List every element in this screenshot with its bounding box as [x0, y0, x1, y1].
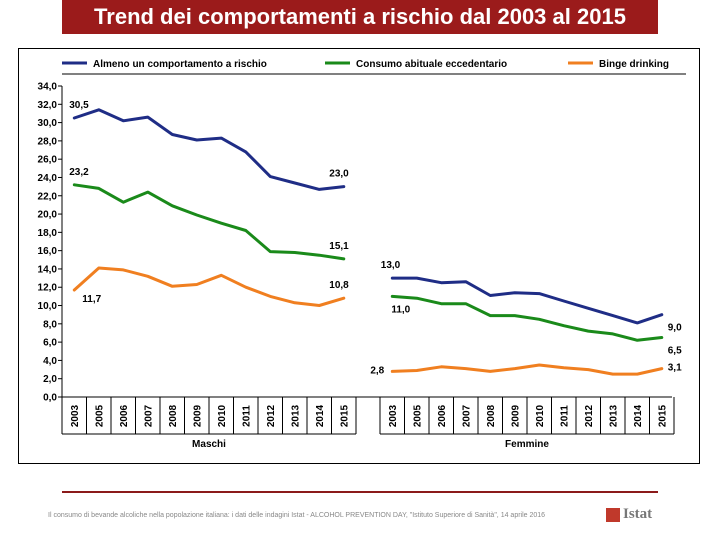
y-tick-label: 2,0	[43, 374, 57, 385]
x-tick-label: 2005	[94, 404, 105, 427]
footer-source: Il consumo di bevande alcoliche nella po…	[48, 512, 546, 519]
x-tick-label: 2015	[657, 404, 668, 427]
legend-label: Binge drinking	[599, 59, 669, 70]
y-tick-label: 28,0	[38, 136, 58, 147]
x-tick-label: 2014	[315, 404, 326, 427]
y-tick-label: 30,0	[38, 118, 58, 129]
x-tick-label: 2003	[70, 404, 81, 427]
data-label: 23,2	[69, 167, 89, 178]
logo-text: Istat	[623, 506, 653, 522]
x-group-label: Maschi	[192, 439, 226, 450]
line-chart: Almeno un comportamento a rischio Consumo…	[38, 59, 686, 450]
series-line	[72, 108, 346, 191]
data-label: 11,0	[391, 304, 410, 315]
y-tick-label: 4,0	[43, 356, 57, 367]
data-label: 15,1	[329, 241, 349, 252]
y-tick-label: 18,0	[38, 228, 58, 239]
y-tick-label: 10,0	[38, 301, 58, 312]
x-tick-label: 2014	[633, 404, 644, 427]
data-label: 2,8	[370, 365, 384, 376]
istat-logo: Istat	[606, 506, 656, 526]
data-label: 3,1	[668, 363, 682, 374]
x-tick-label: 2003	[388, 404, 399, 427]
x-tick-label: 2007	[143, 404, 154, 427]
x-tick-label: 2011	[559, 405, 570, 427]
x-tick-label: 2005	[412, 404, 423, 427]
data-label: 9,0	[668, 323, 682, 334]
x-tick-label: 2008	[168, 404, 179, 427]
x-tick-label: 2012	[266, 404, 277, 427]
series-line	[72, 183, 346, 261]
series-line	[390, 294, 664, 342]
x-tick-label: 2008	[486, 404, 497, 427]
y-tick-label: 8,0	[43, 319, 57, 330]
x-tick-label: 2006	[437, 404, 448, 427]
logo-mark-icon	[606, 508, 620, 522]
series-line	[72, 266, 346, 307]
x-tick-label: 2010	[535, 404, 546, 427]
x-group-label: Femmine	[505, 439, 549, 450]
y-tick-label: 26,0	[38, 155, 58, 166]
data-label: 30,5	[69, 100, 89, 111]
y-tick-label: 22,0	[38, 191, 58, 202]
y-tick-label: 34,0	[38, 82, 58, 93]
chart-frame	[18, 48, 700, 464]
x-tick-label: 2011	[241, 405, 252, 427]
data-label: 13,0	[381, 260, 401, 271]
series-line	[390, 363, 664, 376]
y-tick-label: 14,0	[38, 264, 58, 275]
x-tick-label: 2009	[192, 404, 203, 427]
series-line	[390, 276, 664, 325]
legend-label: Consumo abituale eccedentario	[356, 59, 507, 70]
x-tick-label: 2010	[217, 404, 228, 427]
x-tick-label: 2013	[608, 404, 619, 427]
data-label: 23,0	[329, 169, 349, 180]
y-tick-label: 0,0	[43, 393, 57, 404]
x-tick-label: 2012	[584, 404, 595, 427]
data-label: 6,5	[668, 346, 682, 357]
footer-divider	[62, 491, 658, 493]
page-title: Trend dei comportamenti a rischio dal 20…	[62, 0, 658, 34]
data-label: 10,8	[329, 280, 349, 291]
y-tick-label: 12,0	[38, 283, 58, 294]
y-tick-label: 16,0	[38, 246, 58, 257]
y-tick-label: 24,0	[38, 173, 58, 184]
legend-label: Almeno un comportamento a rischio	[93, 59, 267, 70]
data-label: 11,7	[82, 294, 101, 305]
y-tick-label: 20,0	[38, 210, 58, 221]
x-tick-label: 2007	[461, 404, 472, 427]
x-tick-label: 2006	[119, 404, 130, 427]
x-tick-label: 2015	[339, 404, 350, 427]
x-tick-label: 2013	[290, 404, 301, 427]
y-tick-label: 32,0	[38, 100, 58, 111]
x-tick-label: 2009	[510, 404, 521, 427]
y-tick-label: 6,0	[43, 338, 57, 349]
